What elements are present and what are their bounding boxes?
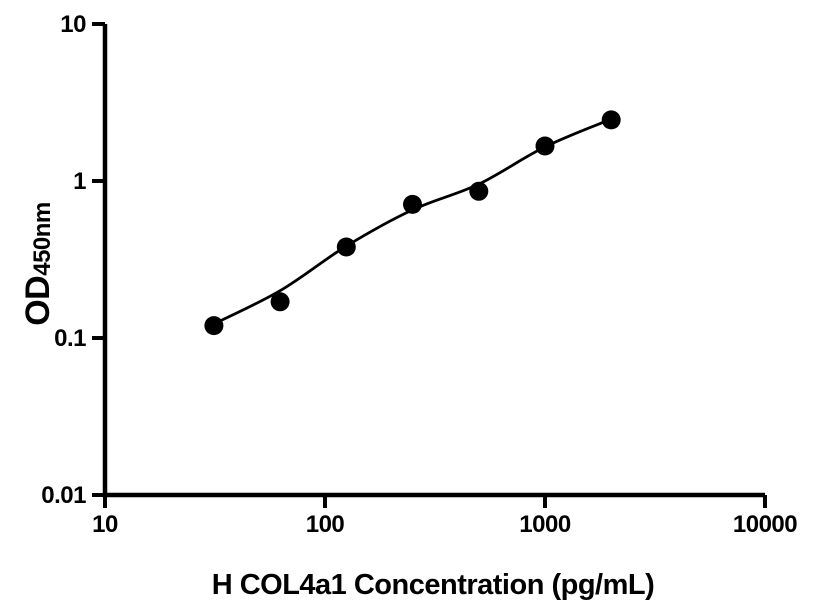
axis-lines: [102, 24, 765, 498]
data-point-markers: [204, 110, 621, 336]
x-axis-title: H COL4a1 Concentration (pg/mL): [212, 569, 655, 601]
y-tick-label: 1: [73, 168, 86, 195]
y-axis-tick-labels: 10 1 0.1 0.01: [41, 11, 86, 509]
y-axis-title-subscript: 450nm: [29, 202, 56, 276]
x-axis-ticks: [103, 495, 767, 508]
data-point: [601, 110, 621, 130]
data-point: [204, 316, 224, 336]
data-point: [535, 136, 555, 156]
y-tick-label: 0.1: [54, 325, 86, 352]
x-tick-label: 100: [306, 511, 345, 538]
x-axis-tick-labels: 10 100 1000 10000: [92, 511, 798, 538]
y-axis-title-main: OD: [19, 276, 57, 326]
y-tick-label: 0.01: [41, 482, 86, 509]
data-point: [336, 237, 356, 257]
x-tick-label: 10000: [733, 511, 797, 538]
x-tick-label: 1000: [519, 511, 571, 538]
data-point: [403, 194, 422, 214]
data-point: [469, 181, 489, 201]
x-tick-label: 10: [92, 511, 118, 538]
y-axis-title: OD450nm: [19, 202, 57, 326]
y-tick-label: 10: [60, 11, 86, 38]
y-axis-ticks: [92, 22, 105, 497]
data-point: [270, 292, 290, 312]
